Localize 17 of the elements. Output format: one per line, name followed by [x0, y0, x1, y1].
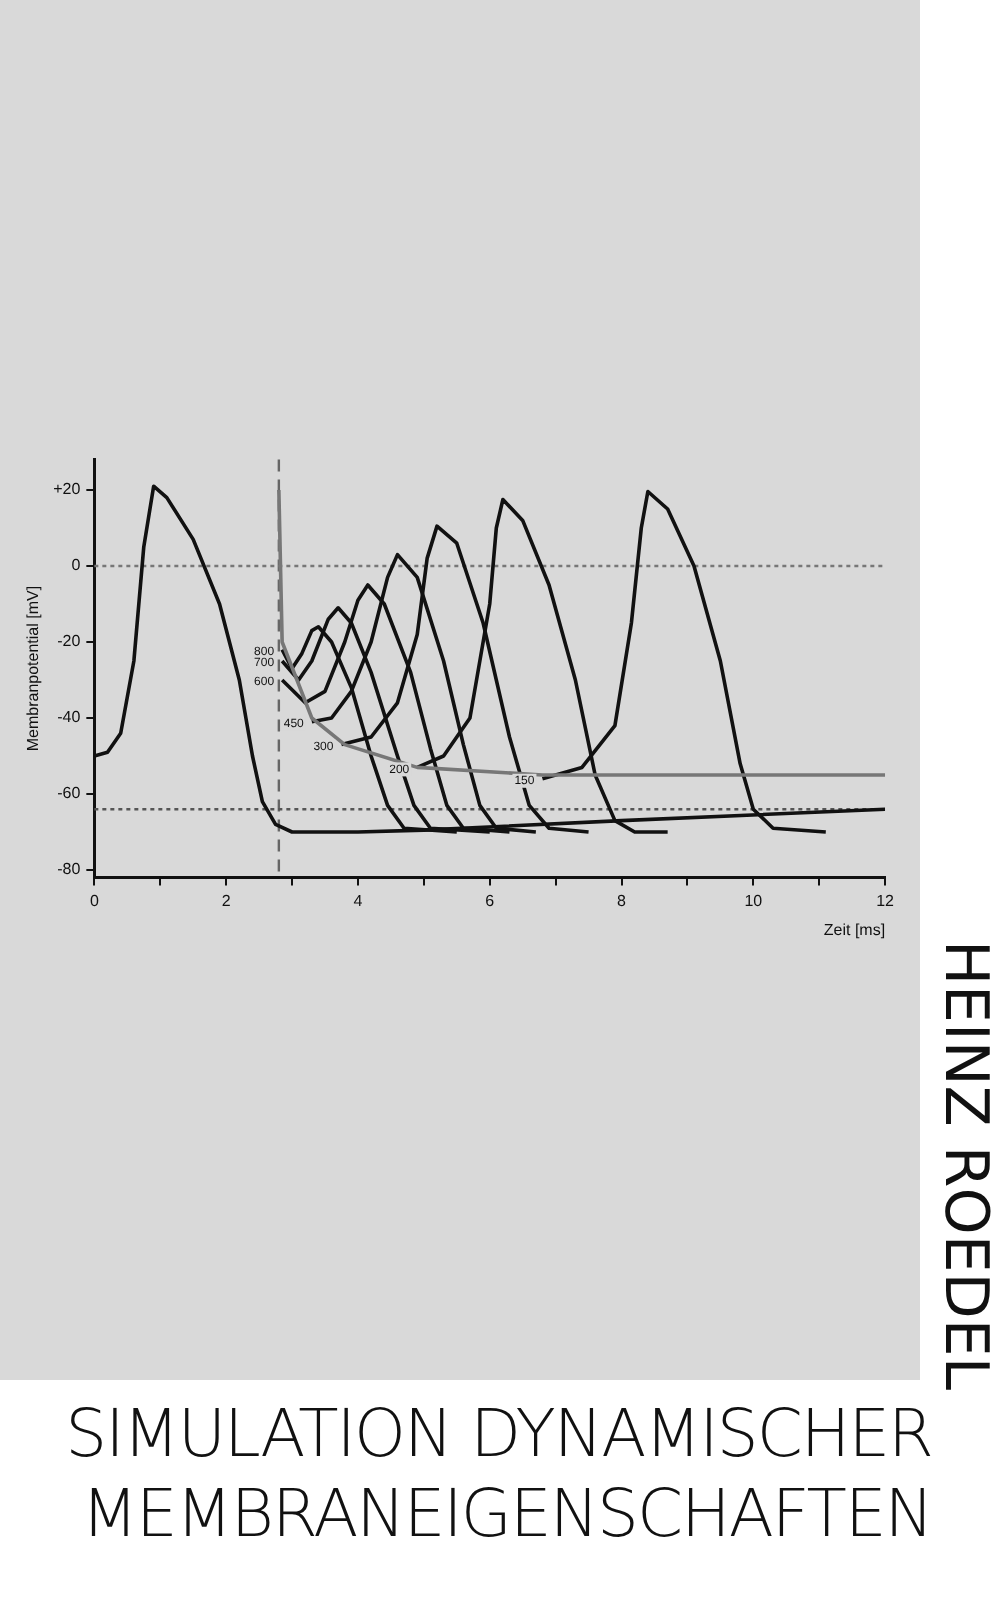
text: SIMULATION DYNAMISCHER MEMBRANEIGENSCHAFTEN — [63, 1394, 932, 1554]
x-tick-label: 8 — [617, 891, 628, 910]
x-tick-label: 4 — [353, 891, 364, 910]
y-tick-label: -40 — [57, 708, 82, 727]
x-tick-label: 10 — [744, 891, 764, 910]
y-tick-label: -20 — [57, 632, 82, 651]
x-tick-label: 0 — [89, 891, 100, 910]
x-tick-label: 12 — [876, 891, 896, 910]
y-axis-title: Membranpotential [mV] — [24, 585, 43, 752]
x-tick-label: 6 — [485, 891, 496, 910]
y-tick-label: -60 — [57, 784, 82, 803]
text: HEINZ ROEDEL — [930, 940, 1000, 1391]
x-axis-title: Zeit [ms] — [823, 920, 886, 939]
y-tick-label: +20 — [53, 480, 82, 499]
y-tick-label: -80 — [57, 860, 82, 879]
x-tick-label: 2 — [221, 891, 232, 910]
y-tick-label: 0 — [71, 556, 82, 575]
